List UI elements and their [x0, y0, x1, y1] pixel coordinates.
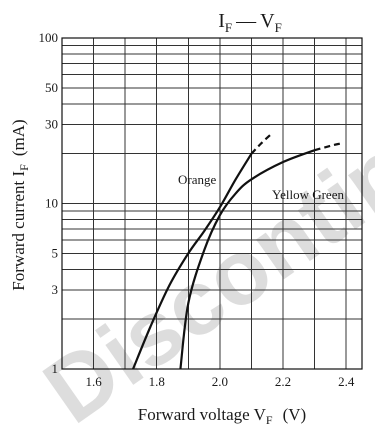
plot-frame: [61, 37, 363, 370]
title-second: V: [260, 10, 275, 32]
x-tick-label: 2.0: [212, 374, 228, 389]
series-extension-orange: [250, 134, 272, 155]
x-tick-label: 2.4: [338, 374, 355, 389]
chart-title: IF — VF: [218, 10, 282, 35]
y-tick-label: 5: [52, 245, 59, 260]
series-line-yellow-green: [179, 149, 316, 370]
x-axis-label-sub: F: [266, 413, 273, 427]
y-axis-label-text: Forward current I: [9, 170, 28, 290]
y-tick-label: 10: [45, 196, 58, 211]
y-axis-label-unit: (mA): [9, 119, 28, 156]
y-tick-label: 30: [45, 117, 58, 132]
y-tick-label: 3: [52, 282, 59, 297]
y-tick-label: 50: [45, 80, 58, 95]
x-tick-label: 1.6: [85, 374, 102, 389]
x-tick-label: 2.2: [275, 374, 291, 389]
title-dash: —: [235, 10, 257, 32]
y-tick-label: 1: [52, 361, 59, 376]
y-axis-label-sub: F: [17, 164, 31, 171]
watermark-text: Discontinued: following for tv: [26, 0, 375, 428]
grid: [62, 38, 362, 369]
series: [132, 134, 341, 370]
series-label-yellow-green: Yellow Green: [272, 187, 344, 202]
x-axis-label-text: Forward voltage V: [138, 405, 267, 424]
watermark: Discontinued: following for tv: [26, 0, 375, 433]
x-tick-label: 1.8: [149, 374, 165, 389]
x-axis-label-unit: (V): [283, 405, 307, 424]
series-line-orange: [132, 153, 253, 370]
title-main-sub: F: [225, 20, 232, 35]
y-axis-label: Forward current IF (mA): [9, 119, 31, 290]
series-label-orange: Orange: [178, 172, 216, 187]
x-axis-label: Forward voltage VF (V): [138, 405, 306, 427]
tick-labels: 1.6 1.8 2.0 2.2 2.4 1 3 5 10 30 50 100: [39, 30, 355, 389]
title-main: I: [218, 10, 225, 32]
series-extension-yellow-green: [314, 142, 341, 152]
y-tick-label: 100: [39, 30, 59, 45]
title-second-sub: F: [275, 20, 282, 35]
